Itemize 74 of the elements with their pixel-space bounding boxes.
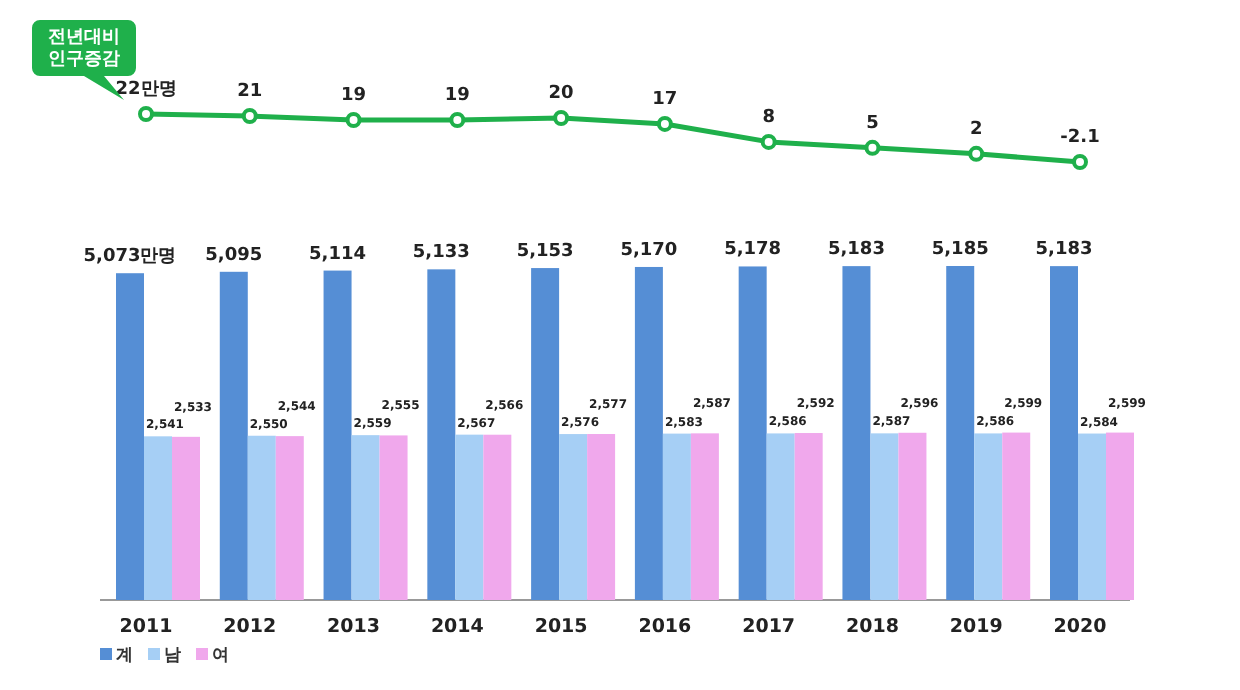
x-tick-label: 2017 <box>742 616 796 638</box>
bar <box>898 432 927 600</box>
point <box>656 115 673 132</box>
bar <box>766 433 795 600</box>
point <box>345 111 362 128</box>
legend-label: 남 <box>164 646 182 666</box>
x-tick-label: 2014 <box>430 616 485 638</box>
data-label: 19 <box>444 85 470 106</box>
data-label: 21 <box>237 81 263 102</box>
data-label: 5,153 <box>516 242 574 263</box>
x-tick-label: 2012 <box>223 616 277 638</box>
data-label: 5,114 <box>309 244 367 265</box>
bar <box>738 266 767 600</box>
bar <box>794 433 823 600</box>
x-tick-label: 2015 <box>534 616 588 638</box>
bar <box>1050 266 1078 600</box>
bar <box>323 270 352 600</box>
bar <box>870 433 899 600</box>
bar <box>634 266 663 600</box>
bar <box>219 271 248 600</box>
data-label: 17 <box>652 89 678 110</box>
bar <box>427 269 456 600</box>
x-tick-label: 2016 <box>638 616 693 638</box>
point <box>968 145 985 162</box>
data-label: 5,183 <box>1035 240 1093 261</box>
point <box>138 106 154 122</box>
data-label: 8 <box>762 107 775 128</box>
x-tick-label: 2019 <box>949 616 1003 638</box>
legend-label: 여 <box>212 646 230 666</box>
data-label: 5,178 <box>724 240 782 261</box>
data-label: 5,073만명 <box>83 247 177 268</box>
point <box>760 133 777 150</box>
bar <box>587 434 616 600</box>
bar <box>351 435 380 600</box>
bar <box>662 433 691 600</box>
bar <box>690 433 719 600</box>
legend-label: 계 <box>116 646 134 666</box>
bar <box>842 266 871 600</box>
bar <box>1078 433 1106 600</box>
x-tick-label: 2018 <box>845 616 900 638</box>
data-label: 2 <box>969 119 983 140</box>
data-label: 20 <box>548 83 574 104</box>
bar <box>116 273 144 600</box>
text: 전년대비 인구증감 <box>48 28 120 70</box>
x-tick-label: 2013 <box>327 616 381 638</box>
data-label: 19 <box>341 85 367 106</box>
point <box>553 109 570 126</box>
bar <box>946 266 975 600</box>
data-label: -2.1 <box>1060 128 1100 148</box>
bar <box>483 434 512 600</box>
data-label: 5,185 <box>931 240 989 260</box>
bar <box>379 435 408 600</box>
data-label: 22만명 <box>115 80 177 100</box>
point <box>449 111 466 128</box>
point <box>241 107 258 124</box>
bar <box>247 435 276 600</box>
bar <box>1002 432 1031 600</box>
data-label: 5,170 <box>620 240 678 261</box>
x-tick-label: 2011 <box>119 616 173 638</box>
data-label: 5 <box>866 113 879 134</box>
bar <box>1106 432 1134 600</box>
bar <box>455 434 484 600</box>
x-tick-label: 2020 <box>1053 616 1108 638</box>
data-label: 5,095 <box>205 245 263 266</box>
point <box>864 139 881 156</box>
data-label: 5,183 <box>827 240 885 261</box>
bar <box>275 436 304 600</box>
data-label: 5,133 <box>412 243 470 264</box>
bar <box>974 433 1003 600</box>
bar <box>531 268 560 600</box>
bar <box>144 436 172 600</box>
bar <box>172 436 200 600</box>
bar <box>559 434 588 600</box>
point <box>1072 154 1088 170</box>
